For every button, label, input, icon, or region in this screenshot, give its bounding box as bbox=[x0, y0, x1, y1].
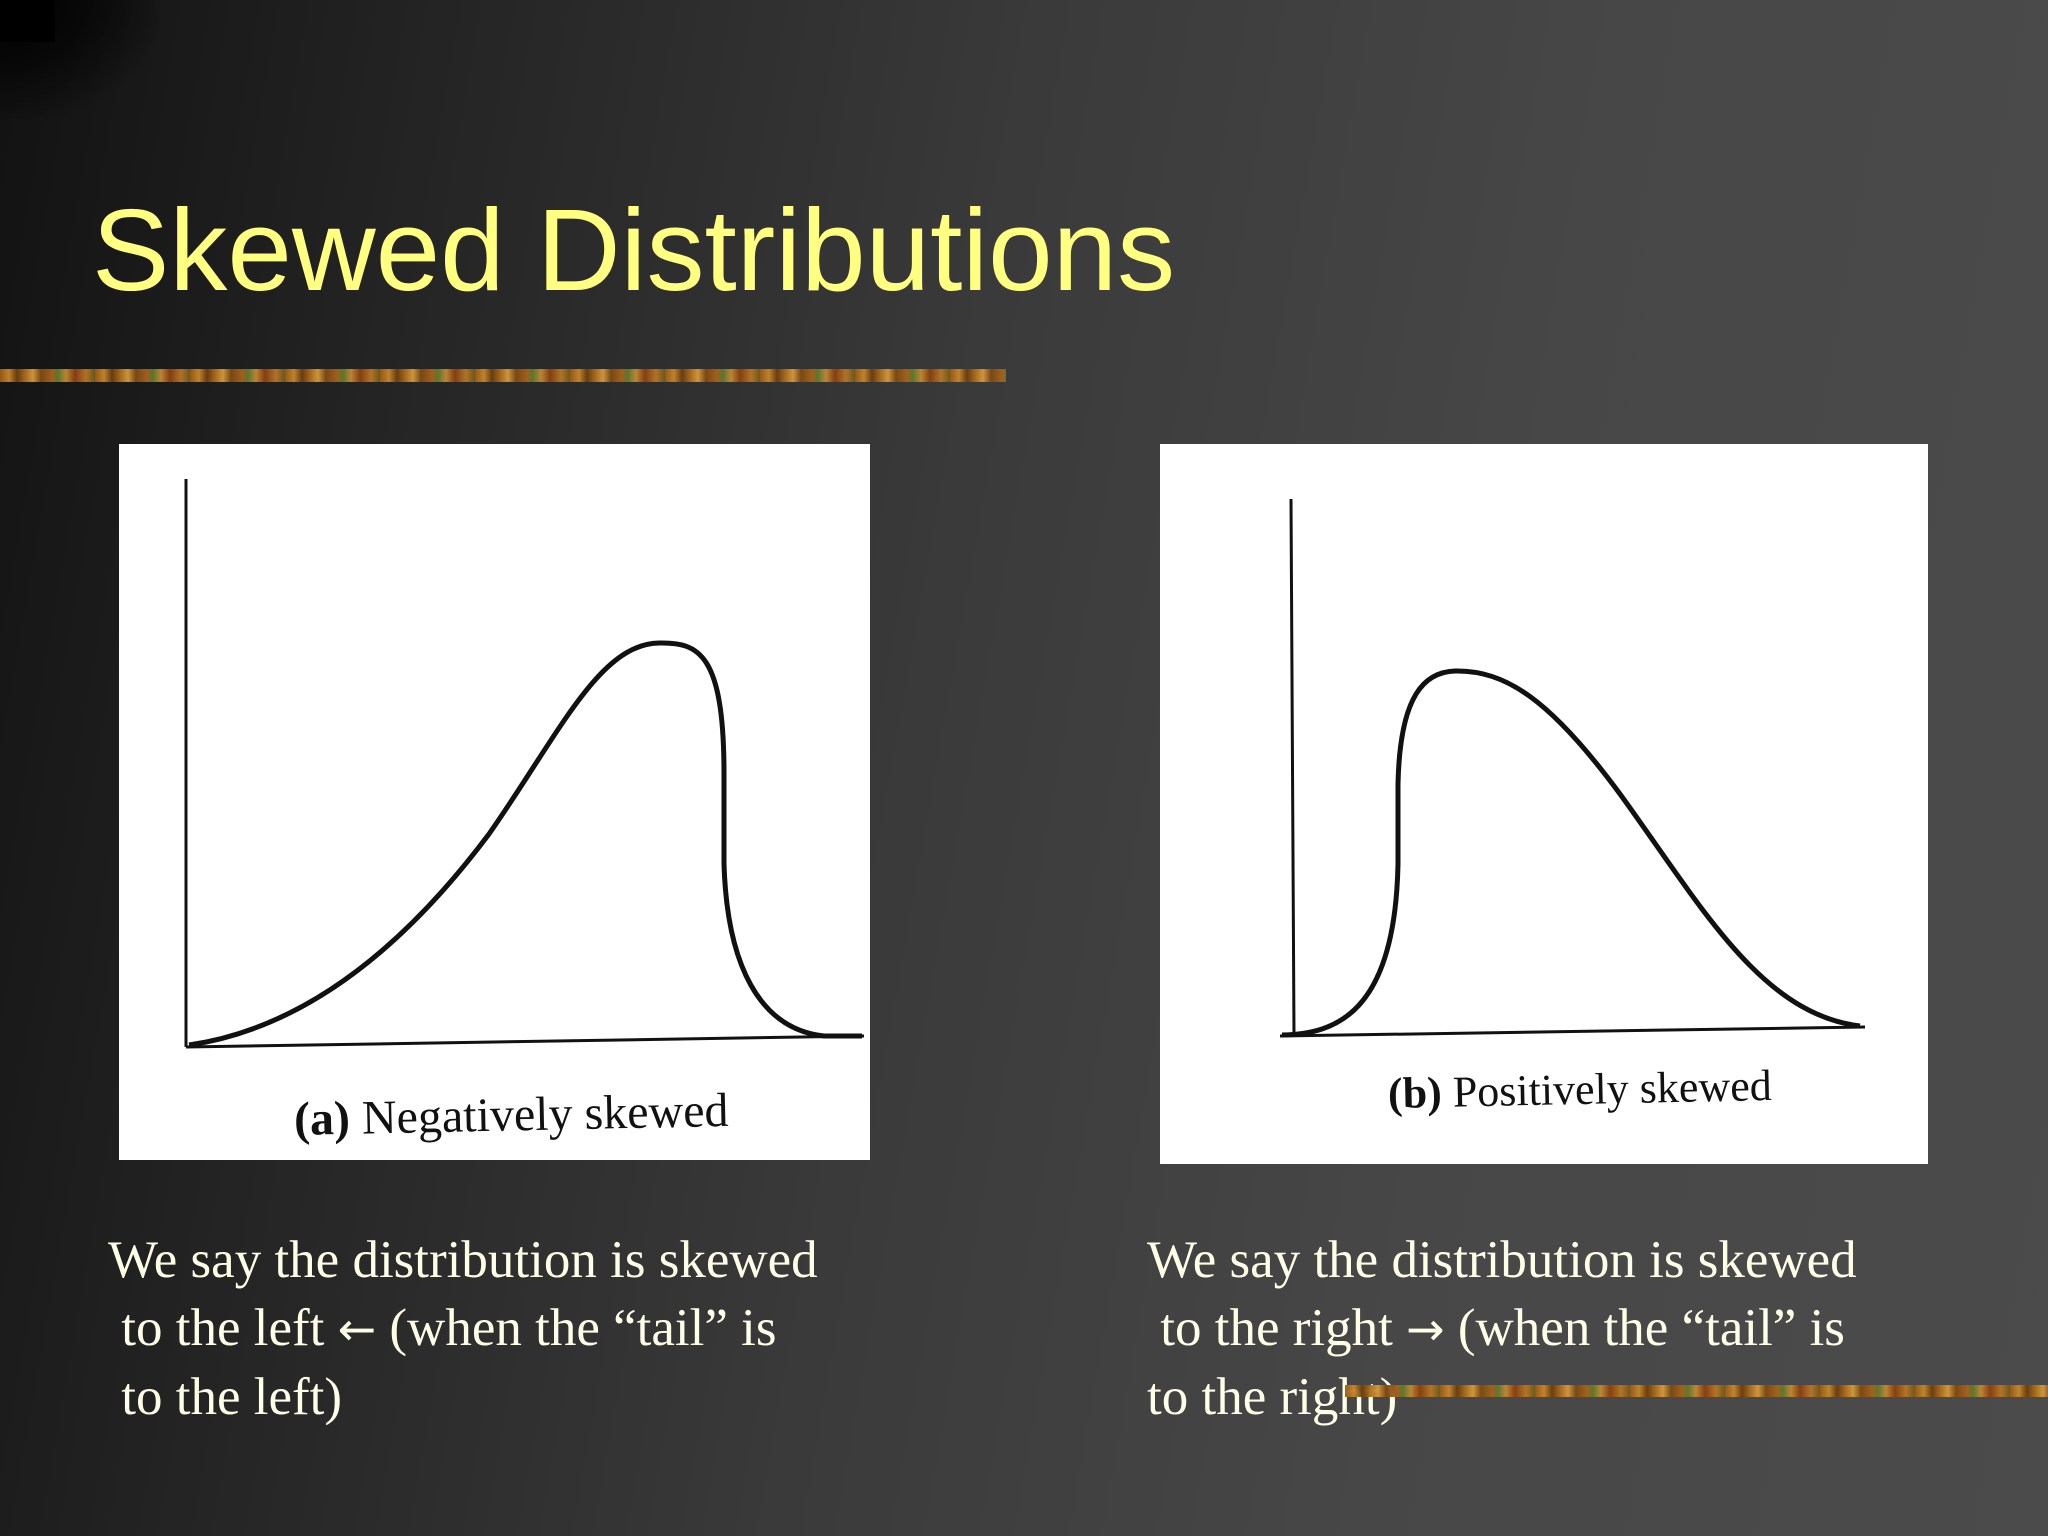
description-line: We say the distribution is skewed bbox=[108, 1231, 818, 1289]
decorative-stripe-bottom bbox=[1345, 1385, 2048, 1397]
figure-caption: (a) Negatively skewed bbox=[293, 1083, 729, 1147]
description-line-post: (when the “tail” is bbox=[376, 1299, 777, 1357]
figure-positively-skewed: (b) Positively skewed bbox=[1160, 444, 1928, 1164]
description-line-post: (when the “tail” is bbox=[1444, 1299, 1845, 1357]
figure-negatively-skewed: (a) Negatively skewed bbox=[119, 444, 870, 1160]
y-axis bbox=[1289, 498, 1296, 1037]
caption-letter: (a) bbox=[293, 1091, 351, 1146]
description-line-pre: to the left bbox=[108, 1299, 338, 1357]
positively-skewed-graph bbox=[1279, 498, 1866, 1038]
description-line-pre: to the right bbox=[1147, 1299, 1407, 1357]
x-axis bbox=[1279, 1025, 1866, 1038]
description-line: We say the distribution is skewed bbox=[1147, 1231, 1857, 1289]
negatively-skewed-graph bbox=[184, 479, 865, 1049]
arrow-left-icon: ← bbox=[337, 1302, 377, 1356]
description-line: to the right) bbox=[1147, 1368, 1398, 1426]
distribution-curve bbox=[188, 640, 862, 1048]
description-left-skew: We say the distribution is skewed to the… bbox=[108, 1226, 818, 1431]
slide-title: Skewed Distributions bbox=[92, 185, 1176, 315]
caption-text: Negatively skewed bbox=[349, 1083, 729, 1145]
arrow-right-icon: → bbox=[1406, 1302, 1445, 1356]
caption-letter: (b) bbox=[1387, 1067, 1443, 1118]
x-axis bbox=[185, 1034, 865, 1049]
distribution-curve bbox=[1281, 668, 1861, 1038]
decorative-stripe-top bbox=[0, 369, 1006, 382]
figure-caption: (b) Positively skewed bbox=[1387, 1060, 1772, 1119]
caption-text: Positively skewed bbox=[1441, 1060, 1773, 1117]
description-line: to the left) bbox=[108, 1368, 342, 1426]
corner-block bbox=[0, 0, 55, 42]
description-right-skew: We say the distribution is skewed to the… bbox=[1147, 1226, 1857, 1431]
